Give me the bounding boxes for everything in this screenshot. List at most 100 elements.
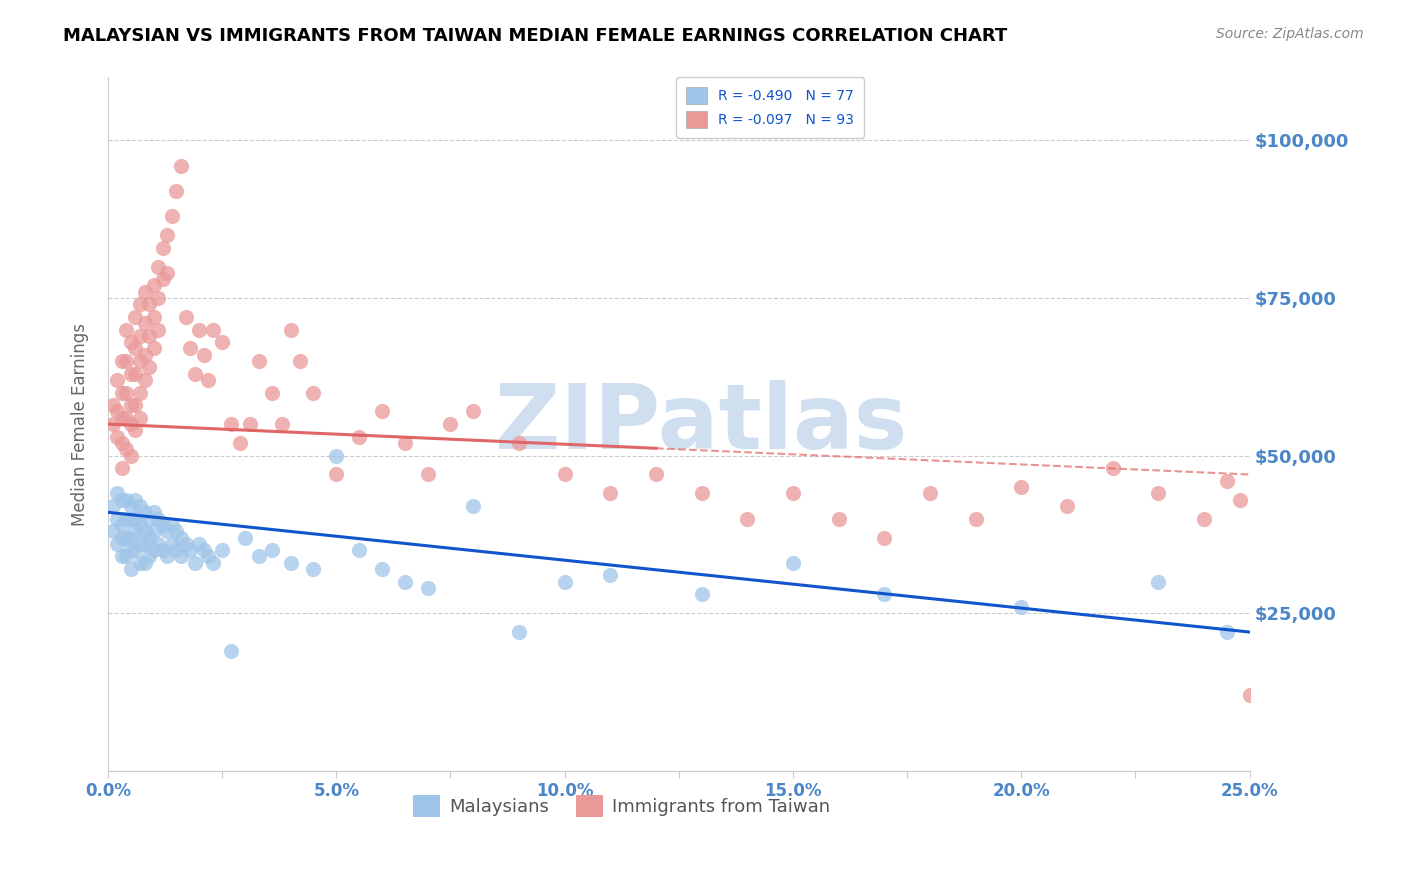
Point	[1239, 688, 1261, 702]
Point	[247, 354, 270, 368]
Point	[188, 537, 211, 551]
Point	[134, 537, 156, 551]
Text: Source: ZipAtlas.com: Source: ZipAtlas.com	[1216, 27, 1364, 41]
Legend: Malaysians, Immigrants from Taiwan: Malaysians, Immigrants from Taiwan	[406, 788, 838, 824]
Point	[152, 517, 174, 532]
Point	[148, 537, 170, 551]
Point	[160, 517, 183, 532]
Point	[105, 404, 128, 418]
Point	[174, 310, 197, 324]
Point	[247, 549, 270, 564]
Point	[1056, 499, 1078, 513]
Point	[134, 373, 156, 387]
Point	[152, 543, 174, 558]
Point	[115, 385, 138, 400]
Point	[124, 423, 146, 437]
Point	[463, 404, 485, 418]
Point	[134, 524, 156, 539]
Point	[238, 417, 260, 431]
Point	[1147, 574, 1170, 589]
Point	[202, 322, 225, 336]
Point	[148, 322, 170, 336]
Point	[101, 398, 124, 412]
Point	[129, 297, 152, 311]
Point	[105, 430, 128, 444]
Point	[1229, 492, 1251, 507]
Point	[105, 511, 128, 525]
Point	[416, 467, 439, 482]
Point	[280, 556, 302, 570]
Point	[302, 385, 325, 400]
Point	[148, 260, 170, 274]
Point	[873, 531, 896, 545]
Point	[115, 492, 138, 507]
Point	[124, 492, 146, 507]
Point	[508, 625, 530, 640]
Point	[197, 549, 219, 564]
Point	[170, 549, 193, 564]
Point	[184, 367, 207, 381]
Point	[262, 385, 284, 400]
Point	[1147, 486, 1170, 500]
Point	[262, 543, 284, 558]
Point	[166, 524, 188, 539]
Point	[138, 531, 160, 545]
Point	[690, 486, 713, 500]
Point	[148, 291, 170, 305]
Point	[124, 398, 146, 412]
Point	[508, 436, 530, 450]
Point	[280, 322, 302, 336]
Text: ZIPatlas: ZIPatlas	[495, 380, 908, 468]
Point	[152, 272, 174, 286]
Point	[371, 404, 394, 418]
Point	[115, 354, 138, 368]
Point	[197, 373, 219, 387]
Point	[160, 537, 183, 551]
Point	[302, 562, 325, 576]
Point	[179, 342, 201, 356]
Point	[115, 322, 138, 336]
Point	[270, 417, 292, 431]
Point	[170, 159, 193, 173]
Point	[211, 335, 233, 350]
Point	[211, 543, 233, 558]
Point	[120, 543, 142, 558]
Point	[138, 297, 160, 311]
Point	[124, 342, 146, 356]
Point	[134, 505, 156, 519]
Point	[105, 486, 128, 500]
Point	[179, 543, 201, 558]
Point	[124, 543, 146, 558]
Point	[129, 385, 152, 400]
Point	[1101, 461, 1123, 475]
Point	[782, 486, 804, 500]
Point	[554, 467, 576, 482]
Point	[129, 410, 152, 425]
Point	[115, 549, 138, 564]
Point	[134, 285, 156, 299]
Point	[124, 367, 146, 381]
Point	[138, 511, 160, 525]
Point	[101, 499, 124, 513]
Point	[111, 549, 134, 564]
Point	[129, 517, 152, 532]
Point	[120, 499, 142, 513]
Point	[325, 467, 347, 482]
Point	[463, 499, 485, 513]
Point	[166, 543, 188, 558]
Point	[599, 486, 621, 500]
Point	[416, 581, 439, 595]
Point	[129, 354, 152, 368]
Point	[111, 461, 134, 475]
Point	[138, 360, 160, 375]
Point	[115, 531, 138, 545]
Point	[115, 442, 138, 457]
Point	[233, 531, 256, 545]
Point	[129, 499, 152, 513]
Point	[120, 398, 142, 412]
Point	[111, 410, 134, 425]
Point	[105, 373, 128, 387]
Point	[134, 556, 156, 570]
Point	[1010, 480, 1032, 494]
Point	[193, 348, 215, 362]
